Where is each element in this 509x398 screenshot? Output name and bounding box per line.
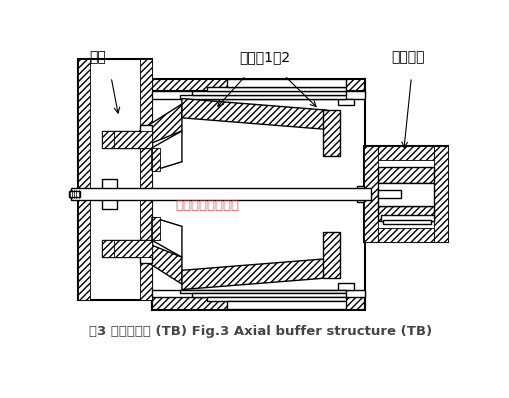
- Bar: [152, 78, 365, 91]
- Bar: [102, 240, 139, 257]
- Text: 推力轴承: 推力轴承: [391, 51, 425, 65]
- Bar: [378, 146, 434, 160]
- Bar: [102, 240, 152, 257]
- Text: 江苏华云流量计厂: 江苏华云流量计厂: [175, 199, 239, 212]
- Bar: [102, 131, 152, 148]
- Polygon shape: [139, 240, 182, 284]
- Bar: [378, 228, 434, 242]
- Bar: [114, 131, 152, 148]
- Polygon shape: [152, 217, 182, 257]
- Bar: [227, 79, 346, 87]
- Bar: [357, 186, 363, 202]
- Bar: [378, 183, 434, 206]
- Bar: [78, 59, 90, 300]
- Bar: [227, 301, 346, 309]
- Bar: [378, 190, 401, 198]
- Text: 图3 机芯结构图 (TB) Fig.3 Axial buffer structure (TB): 图3 机芯结构图 (TB) Fig.3 Axial buffer structu…: [89, 325, 432, 338]
- Bar: [434, 146, 447, 242]
- Bar: [69, 191, 79, 197]
- Bar: [152, 148, 160, 171]
- Bar: [378, 206, 434, 221]
- Bar: [180, 289, 346, 293]
- Bar: [192, 293, 346, 297]
- Bar: [338, 99, 354, 105]
- Text: 主轴承1、2: 主轴承1、2: [240, 51, 291, 65]
- Bar: [207, 297, 346, 301]
- Bar: [363, 146, 447, 242]
- Bar: [102, 179, 117, 209]
- Text: 主轴: 主轴: [89, 51, 105, 65]
- Polygon shape: [182, 259, 327, 289]
- Bar: [323, 110, 340, 156]
- Bar: [363, 146, 378, 242]
- Bar: [192, 91, 346, 95]
- Bar: [139, 252, 152, 263]
- Bar: [338, 283, 354, 289]
- Bar: [180, 95, 346, 99]
- Bar: [207, 87, 346, 91]
- Bar: [323, 232, 340, 278]
- Polygon shape: [152, 131, 182, 171]
- Bar: [383, 220, 432, 224]
- Bar: [139, 59, 152, 300]
- Bar: [152, 297, 365, 310]
- Bar: [152, 91, 365, 99]
- Bar: [102, 131, 139, 148]
- Polygon shape: [139, 104, 182, 148]
- Bar: [139, 125, 152, 136]
- Bar: [71, 188, 372, 200]
- Bar: [152, 289, 365, 297]
- Bar: [78, 59, 152, 300]
- Polygon shape: [182, 99, 327, 129]
- Bar: [378, 167, 434, 183]
- Bar: [114, 240, 152, 257]
- Bar: [152, 217, 160, 240]
- Bar: [381, 215, 434, 221]
